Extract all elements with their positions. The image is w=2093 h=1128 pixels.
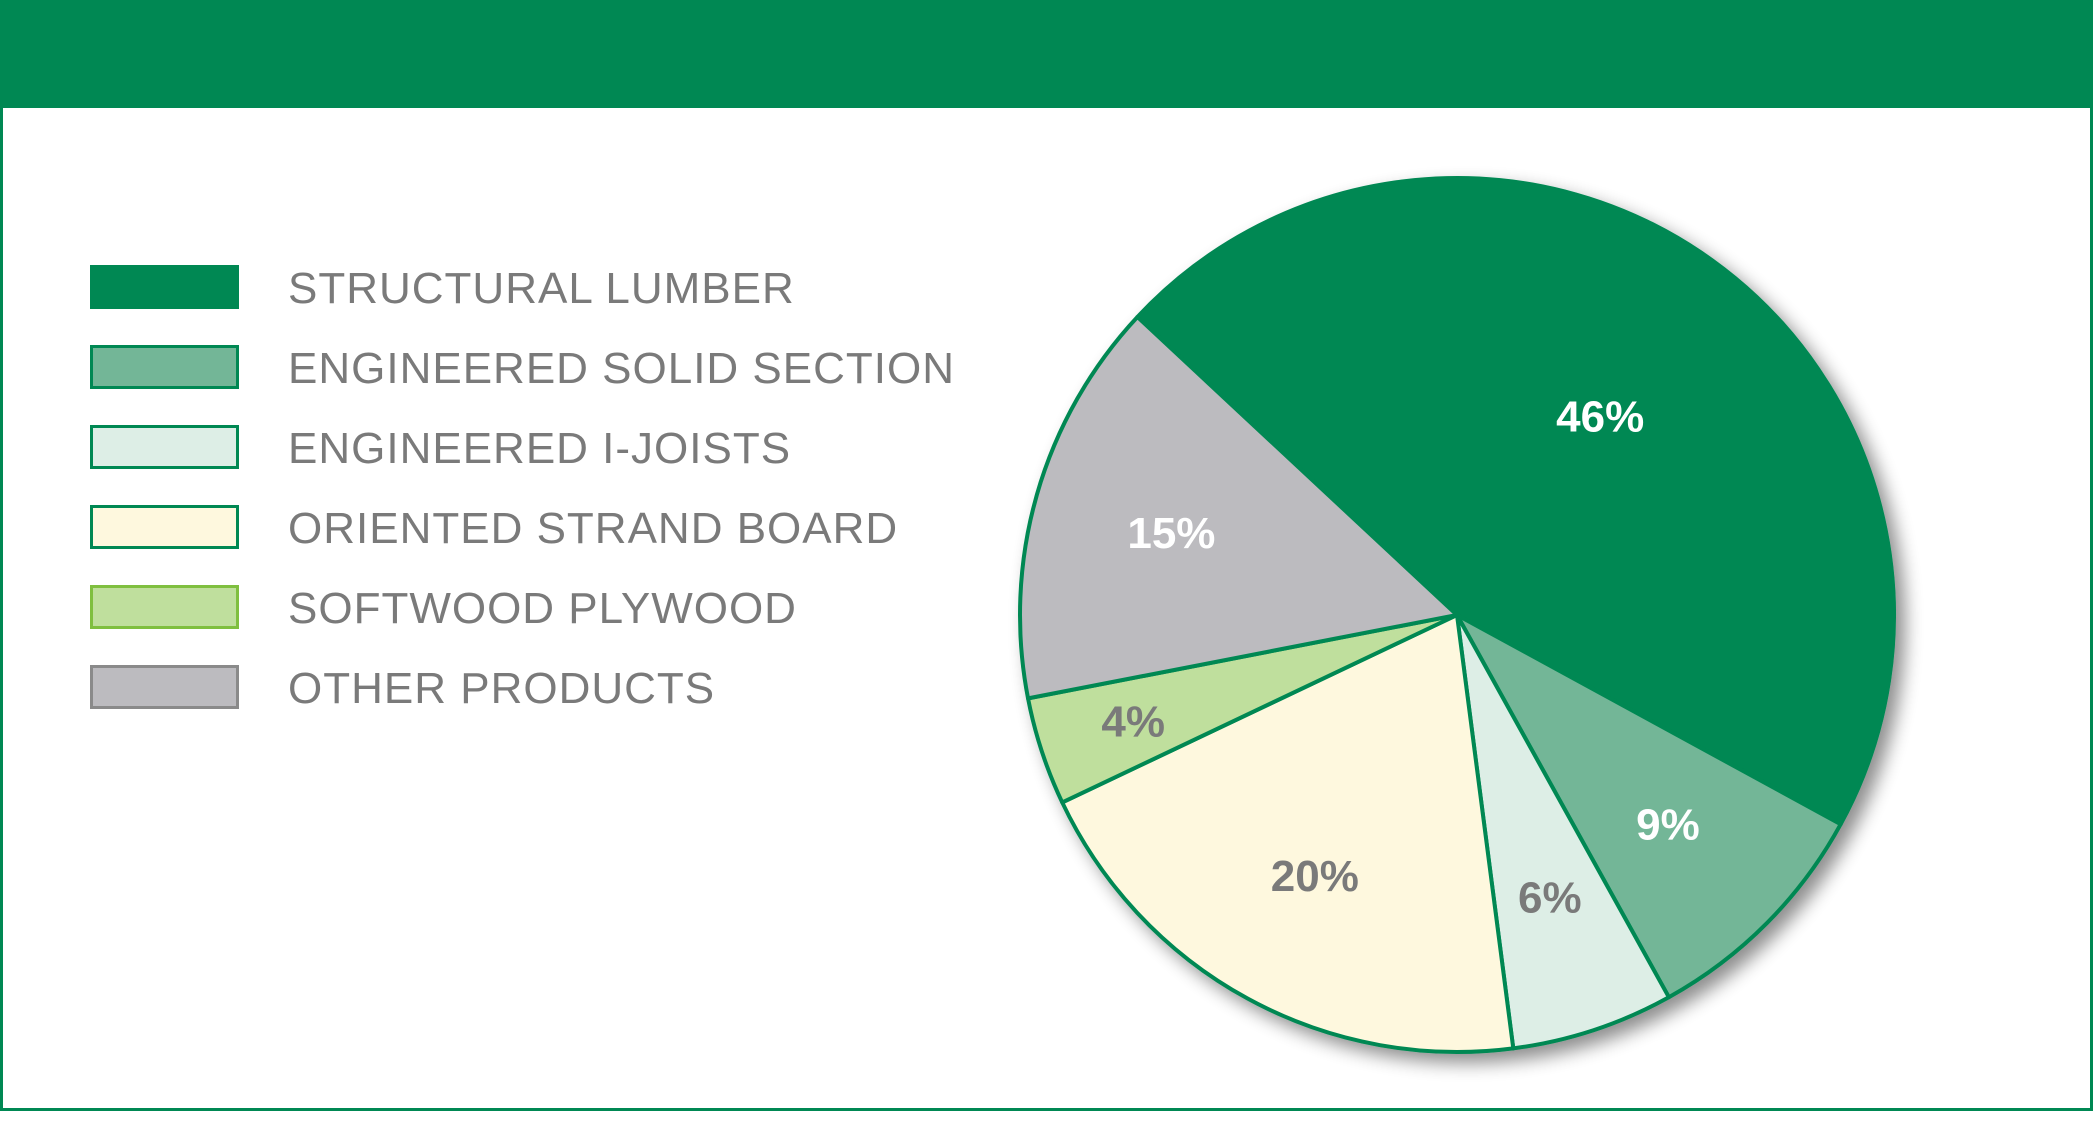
legend-label: OTHER PRODUCTS [288,664,716,713]
header-bar [0,0,2093,108]
pie-slice [1455,613,1843,1000]
pie-slice [1060,613,1516,1054]
legend-item: ORIENTED STRAND BOARD [90,505,990,555]
legend-label: SOFTWOOD PLYWOOD [288,584,797,633]
legend-label: ORIENTED STRAND BOARD [288,504,899,553]
legend-swatch [90,425,239,469]
legend-label: STRUCTURAL LUMBER [288,264,795,313]
legend-swatch [90,505,239,549]
pie-slice [1455,613,1671,1051]
legend-label: ENGINEERED SOLID SECTION [288,344,956,393]
slice-value-label: 20% [1271,852,1359,901]
slice-value-label: 15% [1127,509,1215,558]
legend-item: OTHER PRODUCTS [90,665,990,715]
slice-value-label: 4% [1101,698,1165,747]
legend-swatch [90,265,239,309]
slice-value-label: 9% [1636,800,1700,849]
slice-value-label: 46% [1556,393,1644,442]
legend-label: ENGINEERED I-JOISTS [288,424,792,473]
legend-swatch [90,345,239,389]
legend-item: SOFTWOOD PLYWOOD [90,585,990,635]
slice-value-label: 6% [1518,873,1582,922]
legend-swatch [90,585,239,629]
pie-slice [1018,314,1459,701]
legend-swatch [90,665,239,709]
legend-item: ENGINEERED I-JOISTS [90,425,990,475]
pie-slice [1135,176,1896,827]
legend-item: STRUCTURAL LUMBER [90,265,990,315]
legend-item: ENGINEERED SOLID SECTION [90,345,990,395]
